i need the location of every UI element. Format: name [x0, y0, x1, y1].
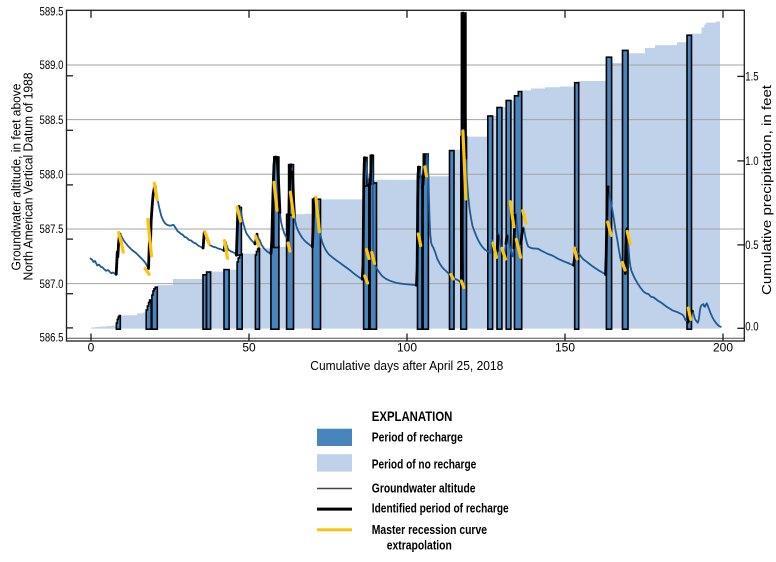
svg-text:0.0: 0.0 [745, 320, 759, 334]
svg-text:Cumulative days after April 25: Cumulative days after April 25, 2018 [310, 358, 503, 373]
svg-text:0.5: 0.5 [745, 238, 759, 252]
svg-text:200: 200 [713, 341, 733, 355]
svg-text:50: 50 [242, 341, 256, 355]
svg-text:Identified period of recharge: Identified period of recharge [372, 502, 509, 516]
svg-text:1.5: 1.5 [745, 70, 759, 84]
svg-text:extrapolation: extrapolation [387, 538, 452, 552]
svg-text:588.0: 588.0 [40, 168, 64, 182]
svg-text:587.0: 587.0 [40, 277, 64, 291]
svg-text:Groundwater altitude, in feet: Groundwater altitude, in feet above [9, 84, 24, 271]
svg-text:100: 100 [397, 341, 417, 355]
svg-text:587.5: 587.5 [40, 222, 64, 236]
svg-text:0: 0 [88, 341, 95, 355]
svg-text:Cumulative precipitation, in f: Cumulative precipitation, in feet [759, 85, 774, 295]
svg-text:Period of no recharge: Period of no recharge [372, 458, 477, 472]
svg-text:589.0: 589.0 [40, 58, 64, 72]
svg-text:Period of recharge: Period of recharge [372, 431, 463, 445]
svg-text:589.5: 589.5 [40, 5, 64, 19]
svg-text:North American Vertical Datum: North American Vertical Datum of 1988 [21, 73, 36, 281]
svg-text:586.5: 586.5 [40, 331, 64, 345]
svg-text:150: 150 [555, 341, 575, 355]
svg-text:Groundwater altitude: Groundwater altitude [372, 481, 476, 495]
svg-text:EXPLANATION: EXPLANATION [372, 408, 453, 424]
svg-text:1.0: 1.0 [745, 154, 759, 168]
svg-text:588.5: 588.5 [40, 113, 64, 127]
svg-text:Master recession curve: Master recession curve [372, 523, 487, 537]
